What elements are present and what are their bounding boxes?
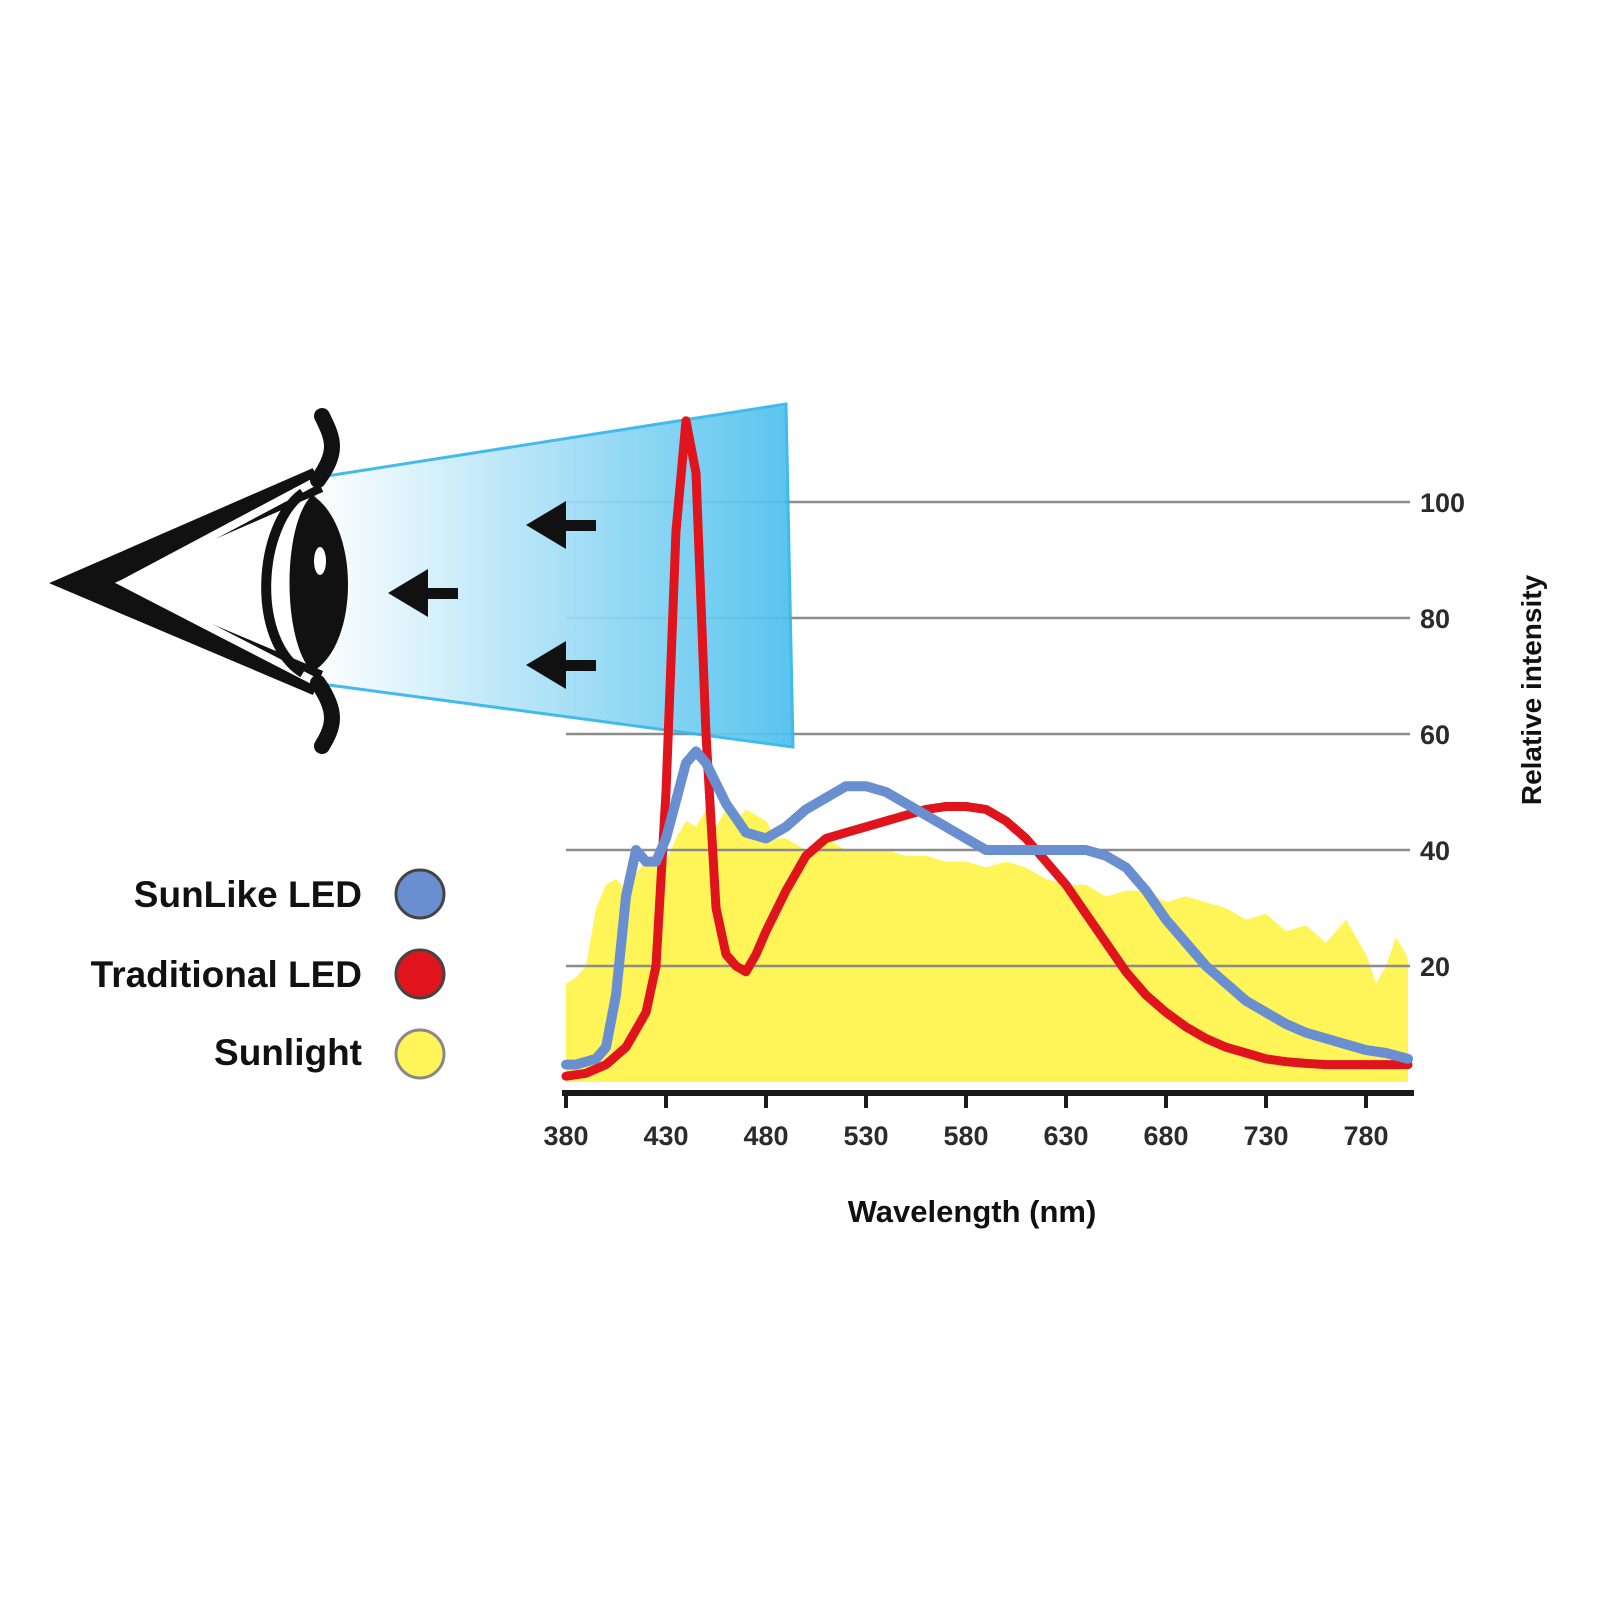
y-axis-title: Relative intensity xyxy=(1516,574,1547,805)
legend-swatch xyxy=(394,948,446,1000)
x-tick-label: 730 xyxy=(1243,1121,1288,1151)
x-tick-label: 780 xyxy=(1343,1121,1388,1151)
x-axis: 380 430 480 530 580 630 680 730 780 xyxy=(543,1090,1414,1151)
legend-item-sunlike-led: SunLike LED xyxy=(134,868,446,920)
sunlike-led-line xyxy=(561,746,1413,1070)
x-tick-label: 580 xyxy=(943,1121,988,1151)
x-tick-label: 430 xyxy=(643,1121,688,1151)
x-tick-label: 480 xyxy=(743,1121,788,1151)
arrow-left-icon xyxy=(388,569,458,617)
y-tick-label: 60 xyxy=(1420,720,1450,750)
x-tick-label: 630 xyxy=(1043,1121,1088,1151)
legend-swatch xyxy=(394,1028,446,1080)
arrow-left-icon xyxy=(526,501,596,549)
arrow-left-icon xyxy=(526,641,596,689)
y-tick-label: 100 xyxy=(1420,488,1465,518)
sunlight-area xyxy=(566,809,1408,1082)
legend-label: Sunlight xyxy=(214,1032,362,1073)
x-ticks: 380 430 480 530 580 630 680 730 780 xyxy=(543,1093,1389,1151)
y-tick-label: 80 xyxy=(1420,604,1450,634)
legend-item-traditional-led: Traditional LED xyxy=(91,948,446,1000)
legend-label: SunLike LED xyxy=(134,874,362,915)
x-tick-label: 680 xyxy=(1143,1121,1188,1151)
traditional-led-line xyxy=(561,416,1413,1081)
spectrum-lines xyxy=(561,416,1413,1081)
legend: SunLike LED Traditional LED Sunlight xyxy=(91,868,446,1080)
y-tick-labels: 20 40 60 80 100 xyxy=(1420,488,1465,982)
legend-label: Traditional LED xyxy=(91,954,362,995)
x-tick-label: 530 xyxy=(843,1121,888,1151)
y-tick-label: 20 xyxy=(1420,952,1450,982)
x-tick-label: 380 xyxy=(543,1121,588,1151)
legend-item-sunlight: Sunlight xyxy=(214,1028,446,1080)
y-tick-label: 40 xyxy=(1420,836,1450,866)
legend-swatch xyxy=(394,868,446,920)
light-beam xyxy=(312,402,795,749)
light-beam-illustration xyxy=(312,402,795,749)
x-axis-title: Wavelength (nm) xyxy=(848,1194,1097,1229)
eye-icon xyxy=(49,408,348,754)
